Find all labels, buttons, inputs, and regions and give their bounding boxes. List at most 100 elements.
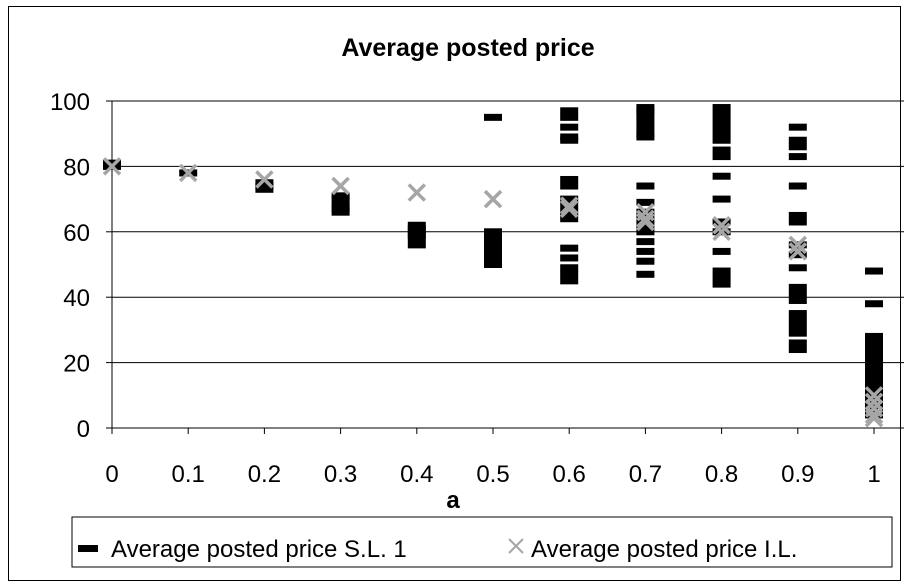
x-tick-label: 0.5: [476, 461, 509, 488]
data-point-sl1: [712, 104, 731, 112]
y-tick-label: 100: [50, 89, 90, 116]
y-tick-label: 80: [63, 154, 90, 181]
data-point-sl1: [484, 234, 502, 242]
data-point-sl1: [484, 228, 502, 236]
data-point-sl1: [788, 323, 807, 331]
data-point-sl1: [712, 123, 731, 131]
data-point-sl1: [560, 107, 579, 115]
data-point-sl1: [636, 133, 655, 141]
data-point-sl1: [560, 175, 579, 183]
x-tick-label: 0: [105, 461, 118, 488]
data-point-sl1: [560, 277, 579, 285]
data-point-il: [712, 216, 731, 235]
data-point-sl1: [560, 254, 579, 262]
data-point-il: [331, 176, 350, 196]
data-point-sl1: [788, 339, 807, 347]
data-point-sl1: [560, 215, 579, 223]
data-point-sl1: [484, 241, 502, 249]
data-point-sl1: [636, 221, 655, 229]
data-point-sl1: [788, 123, 807, 131]
y-tick-label: 40: [63, 285, 90, 312]
data-point-sl1: [484, 261, 502, 268]
legend-label-il: Average posted price I.L.: [531, 536, 797, 563]
data-point-sl1: [865, 339, 883, 347]
data-point-sl1: [712, 130, 731, 138]
data-point-sl1: [636, 270, 655, 278]
x-tick-label: 0.8: [705, 461, 738, 488]
x-tick-label: 0.3: [324, 461, 357, 488]
data-point-sl1: [560, 136, 579, 144]
data-point-sl1: [865, 346, 883, 354]
data-point-sl1: [865, 372, 883, 380]
x-tick-label: 0.2: [248, 461, 281, 488]
data-point-sl1: [636, 123, 655, 131]
data-point-sl1: [331, 192, 350, 200]
data-point-sl1: [788, 296, 807, 304]
y-tick-label: 60: [63, 220, 90, 247]
data-point-sl1: [407, 221, 426, 229]
data-point-sl1: [788, 143, 807, 151]
data-point-sl1: [865, 332, 883, 340]
data-point-sl1: [636, 110, 655, 118]
legend-label-sl1: Average posted price S.L. 1: [111, 536, 407, 563]
x-axis-label: a: [446, 487, 460, 514]
data-point-sl1: [407, 241, 426, 249]
data-point-sl1: [636, 198, 655, 206]
data-point-sl1: [636, 238, 655, 246]
chart-title: Average posted price: [341, 34, 594, 62]
data-point-sl1: [712, 274, 731, 282]
data-point-sl1: [636, 117, 655, 125]
y-tick-label: 0: [77, 416, 90, 443]
data-point-il: [712, 222, 731, 242]
data-point-il: [559, 199, 579, 219]
legend-box: [71, 516, 893, 568]
legend-dash-marker: [78, 545, 98, 552]
data-point-sl1: [865, 300, 883, 308]
data-point-sl1: [712, 280, 731, 288]
legend-x-marker: [508, 538, 524, 554]
data-point-sl1: [560, 123, 579, 131]
data-point-sl1: [788, 290, 807, 298]
data-point-sl1: [788, 316, 807, 324]
data-point-il: [636, 209, 655, 228]
legend: Average posted price S.L. 1 Average post…: [71, 516, 893, 568]
data-point-sl1: [255, 179, 274, 187]
data-point-il: [864, 408, 884, 428]
data-point-sl1: [788, 346, 807, 354]
data-point-sl1: [560, 195, 579, 203]
x-tick-label: 0.4: [400, 461, 433, 488]
data-point-sl1: [560, 270, 579, 278]
x-tick-label: 0.6: [553, 461, 586, 488]
data-point-il: [864, 405, 884, 425]
data-marks: [102, 104, 884, 428]
data-point-il: [788, 242, 808, 261]
data-point-sl1: [712, 172, 731, 180]
data-point-sl1: [788, 136, 807, 144]
data-point-sl1: [712, 267, 731, 275]
data-point-sl1: [560, 264, 579, 272]
data-point-sl1: [712, 110, 731, 118]
data-point-sl1: [560, 182, 579, 190]
data-point-sl1: [636, 182, 655, 190]
data-point-il: [559, 196, 579, 215]
data-point-sl1: [560, 113, 579, 121]
data-point-il: [636, 212, 655, 232]
data-point-sl1: [788, 264, 807, 272]
data-point-il: [255, 170, 274, 189]
data-point-sl1: [788, 182, 807, 190]
data-point-sl1: [712, 195, 731, 203]
data-point-sl1: [865, 267, 883, 275]
data-point-il: [178, 163, 198, 183]
y-tick-labels: 0 20 40 60 80 100: [50, 89, 90, 443]
data-point-sl1: [788, 329, 807, 337]
chart-frame: [8, 6, 901, 581]
data-point-sl1: [712, 247, 731, 255]
y-tick-label: 20: [63, 351, 90, 378]
data-point-sl1: [712, 146, 731, 154]
data-point-sl1: [712, 136, 731, 144]
x-tick-labels: 0 0.1 0.2 0.3 0.4 0.5 0.6 0.7 0.8 0.9 1: [105, 461, 880, 488]
data-point-il: [102, 157, 122, 176]
data-point-sl1: [712, 218, 731, 226]
data-point-il: [788, 235, 808, 255]
